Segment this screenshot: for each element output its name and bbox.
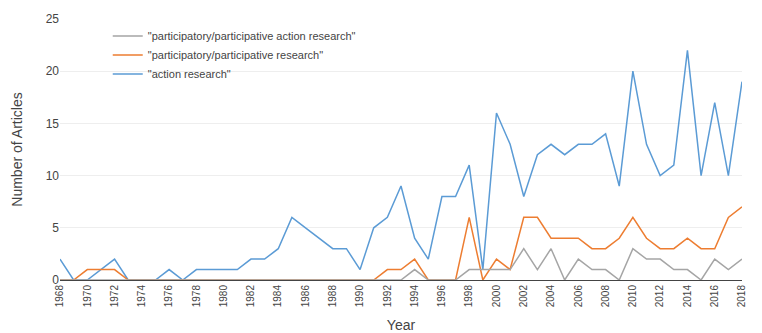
svg-text:"participatory/participative a: "participatory/participative action rese… <box>148 30 356 42</box>
svg-text:2018: 2018 <box>736 285 747 308</box>
svg-text:1970: 1970 <box>82 285 93 308</box>
svg-text:"action research": "action research" <box>148 68 231 80</box>
svg-text:10: 10 <box>46 169 60 183</box>
svg-text:2012: 2012 <box>654 285 665 308</box>
svg-text:1998: 1998 <box>463 285 474 308</box>
svg-text:"participatory/participative r: "participatory/participative research" <box>148 49 323 61</box>
svg-text:2014: 2014 <box>682 285 693 308</box>
svg-text:1978: 1978 <box>191 285 202 308</box>
svg-text:1984: 1984 <box>272 285 283 308</box>
svg-text:2004: 2004 <box>545 285 556 308</box>
svg-text:Year: Year <box>387 317 416 333</box>
svg-text:20: 20 <box>46 64 60 78</box>
svg-text:1982: 1982 <box>245 285 256 308</box>
svg-text:15: 15 <box>46 117 60 131</box>
svg-text:1990: 1990 <box>354 285 365 308</box>
svg-text:5: 5 <box>52 221 59 235</box>
svg-text:1986: 1986 <box>300 285 311 308</box>
svg-text:1996: 1996 <box>436 285 447 308</box>
svg-text:1972: 1972 <box>109 285 120 308</box>
svg-text:1968: 1968 <box>54 285 65 308</box>
svg-text:1976: 1976 <box>163 285 174 308</box>
svg-text:2016: 2016 <box>709 285 720 308</box>
svg-text:1988: 1988 <box>327 285 338 308</box>
svg-text:2010: 2010 <box>627 285 638 308</box>
svg-text:1974: 1974 <box>136 285 147 308</box>
svg-text:1980: 1980 <box>218 285 229 308</box>
svg-text:2008: 2008 <box>600 285 611 308</box>
svg-text:Number of Articles: Number of Articles <box>9 92 25 206</box>
svg-text:0: 0 <box>52 273 59 287</box>
svg-text:2002: 2002 <box>518 285 529 308</box>
svg-text:25: 25 <box>46 12 60 26</box>
svg-text:1992: 1992 <box>382 285 393 308</box>
svg-text:2000: 2000 <box>491 285 502 308</box>
svg-text:2006: 2006 <box>573 285 584 308</box>
svg-text:1994: 1994 <box>409 285 420 308</box>
